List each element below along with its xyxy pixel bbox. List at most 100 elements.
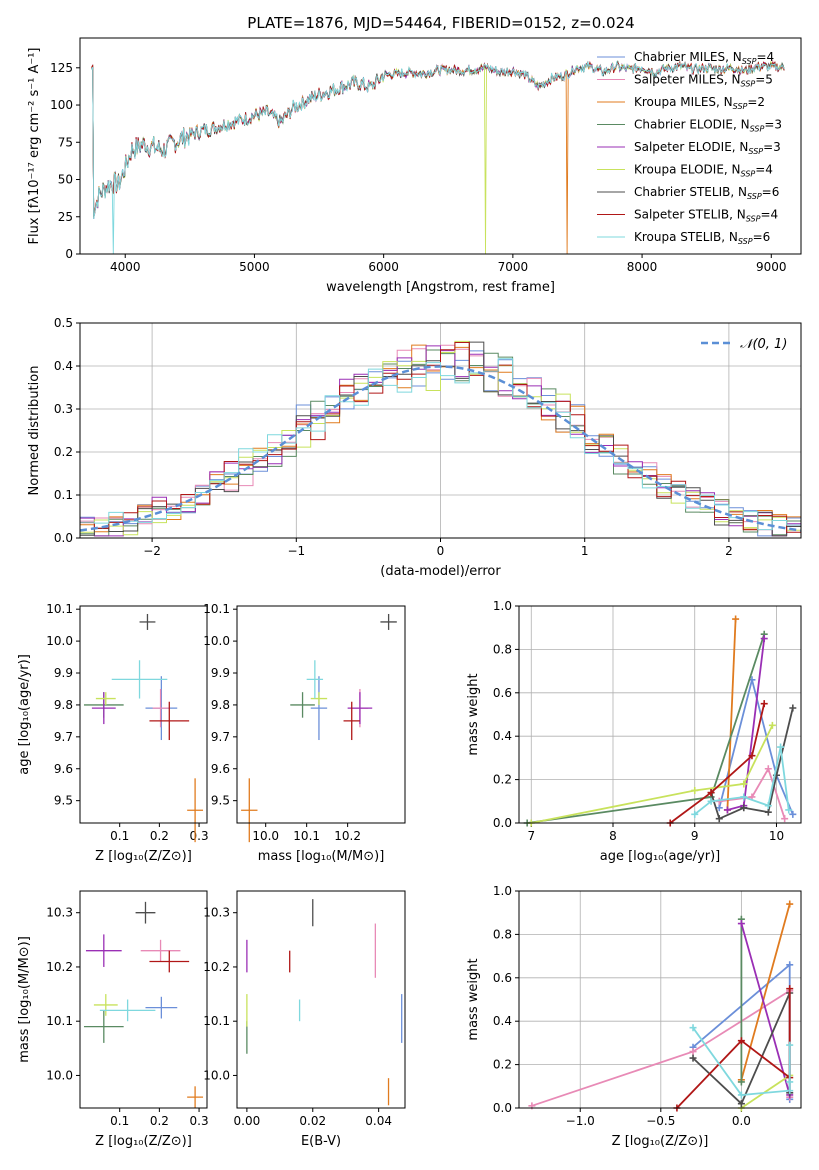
weight-marker-1	[764, 765, 772, 773]
figure-title: PLATE=1876, MJD=54464, FIBERID=0152, z=0…	[247, 14, 634, 32]
weight-marker-0	[789, 810, 797, 818]
weight-marker-8	[764, 802, 772, 810]
weight-marker-4	[723, 806, 731, 814]
x-tick-label: 10.0	[252, 829, 279, 843]
weight-marker-6	[740, 804, 748, 812]
weight-marker-7	[760, 700, 768, 708]
x-tick-label: 10.2	[334, 829, 361, 843]
legend-name: Kroupa STELIB, N	[634, 230, 738, 244]
legend-subscript: SSP	[746, 215, 761, 224]
legend-label: Kroupa STELIB, NSSP=6	[634, 230, 770, 246]
x-axis-label: wavelength [Angstrom, rest frame]	[326, 280, 555, 295]
x-axis-label: age [log₁₀(age/yr)]	[600, 849, 721, 864]
chart-layer: 4000 5000 6000 7000 8000 90000255075100125wav…	[17, 37, 802, 1149]
x-tick-label: 0.0	[732, 1114, 751, 1128]
weight-line-7	[676, 988, 791, 1109]
legend-name: Chabrier ELODIE, N	[634, 118, 750, 132]
series-line-2	[91, 60, 785, 255]
y-tick-label: 0.4	[493, 729, 512, 743]
weight-marker-6	[715, 815, 723, 823]
x-tick-label: 0.2	[150, 829, 169, 843]
series-line-5	[91, 61, 785, 255]
weight-marker-6	[764, 808, 772, 816]
y-tick-label: 10.3	[203, 906, 230, 920]
y-tick-label: 9.5	[54, 794, 73, 808]
x-tick-label: 2	[725, 544, 733, 558]
x-tick-label: 4000	[110, 260, 141, 274]
axes-frame	[79, 890, 208, 1109]
x-tick-label: 0	[437, 544, 445, 558]
weight-marker-4	[760, 635, 768, 643]
x-tick-label: −2	[143, 544, 161, 558]
y-tick-label: 9.7	[211, 730, 230, 744]
y-axis-label: age [log₁₀(age/yr)]	[17, 654, 32, 775]
x-tick-label: 0.1	[110, 1114, 129, 1128]
weight-line-2	[740, 903, 791, 1081]
x-tick-label: 6000	[368, 260, 399, 274]
x-axis-label: Z [log₁₀(Z/Z⊙)]	[95, 1134, 192, 1149]
weight-line-0	[718, 679, 794, 815]
y-tick-label: 125	[50, 61, 73, 75]
y-tick-label: 9.8	[54, 698, 73, 712]
weight-line-7	[669, 703, 766, 824]
legend-name: Salpeter ELODIE, N	[634, 140, 748, 154]
panel-spectrum: 4000 5000 6000 7000 8000 9000 0 25 50 75 100 125 wav…	[27, 37, 802, 295]
x-tick-label: 10	[769, 829, 784, 843]
weight-marker-8	[786, 1087, 794, 1095]
y-axis-label: mass weight	[466, 673, 481, 755]
x-tick-label: 9	[691, 829, 699, 843]
legend-count: =2	[747, 95, 765, 109]
legend-subscript: SSP	[733, 102, 748, 111]
x-axis-label: Z [log₁₀(Z/Z⊙)]	[95, 849, 192, 864]
y-tick-label: 0.8	[493, 927, 512, 941]
panel-residuals: −2 −1 0 1 2 0.0 0.1 0.2 0.3 0.4 0.5 (data-model)/er…	[27, 316, 802, 579]
legend-label: Chabrier STELIB, NSSP=6	[634, 185, 779, 201]
legend-subscript: SSP	[748, 147, 763, 156]
x-tick-label: 10.1	[293, 829, 320, 843]
x-tick-label: 0.2	[150, 1114, 169, 1128]
y-tick-label: 10.0	[203, 634, 230, 648]
weight-line-1	[719, 766, 786, 819]
legend-count: =5	[755, 73, 773, 87]
weight-marker-7	[748, 752, 756, 760]
axes-frame	[79, 605, 208, 824]
y-axis-label: Flux [fλ10⁻¹⁷ erg cm⁻² s⁻¹ A⁻¹]	[27, 48, 42, 245]
x-tick-label: 7000	[498, 260, 529, 274]
weight-marker-8	[777, 743, 785, 751]
y-axis-label: mass weight	[466, 958, 481, 1040]
weight-marker-8	[740, 793, 748, 801]
weight-marker-2	[732, 615, 740, 623]
x-tick-label: 0.3	[190, 1114, 209, 1128]
x-tick-label: 0.1	[110, 829, 129, 843]
y-tick-label: 1.0	[493, 599, 512, 613]
y-tick-label: 10.2	[46, 960, 73, 974]
y-tick-label: 9.9	[54, 666, 73, 680]
plot-area	[83, 901, 204, 1108]
y-axis-label: Normed distribution	[27, 366, 42, 496]
y-tick-label: 25	[58, 210, 73, 224]
legend-count: =6	[762, 185, 780, 199]
x-tick-label: −1	[287, 544, 305, 558]
legend-label: Salpeter MILES, NSSP=5	[634, 73, 773, 89]
y-tick-label: 0.8	[493, 642, 512, 656]
plot-area	[79, 340, 802, 537]
panel-age_vs_mass: 10.0 10.1 10.2 9.5 9.6 9.7 9.8 9.9 10.0 10.1 mass …	[203, 602, 406, 864]
y-tick-label: 0.5	[54, 316, 73, 330]
weight-marker-6	[689, 1054, 697, 1062]
y-tick-label: 0.2	[54, 445, 73, 459]
weight-line-5	[740, 1074, 791, 1109]
series-line-8	[91, 60, 785, 255]
plot-area	[91, 59, 785, 255]
weight-marker-8	[737, 1091, 745, 1099]
x-tick-label: −1.0	[566, 1114, 595, 1128]
plot-area	[241, 613, 397, 843]
legend-label: Chabrier ELODIE, NSSP=3	[634, 118, 782, 134]
y-tick-label: 10.1	[46, 602, 73, 616]
plot-area	[83, 613, 204, 843]
x-tick-label: −0.5	[646, 1114, 675, 1128]
legend-count: =4	[760, 208, 778, 222]
weight-marker-8	[691, 810, 699, 818]
legend-label: Chabrier MILES, NSSP=4	[634, 50, 774, 66]
y-tick-label: 100	[50, 98, 73, 112]
legend-name: Chabrier STELIB, N	[634, 185, 747, 199]
